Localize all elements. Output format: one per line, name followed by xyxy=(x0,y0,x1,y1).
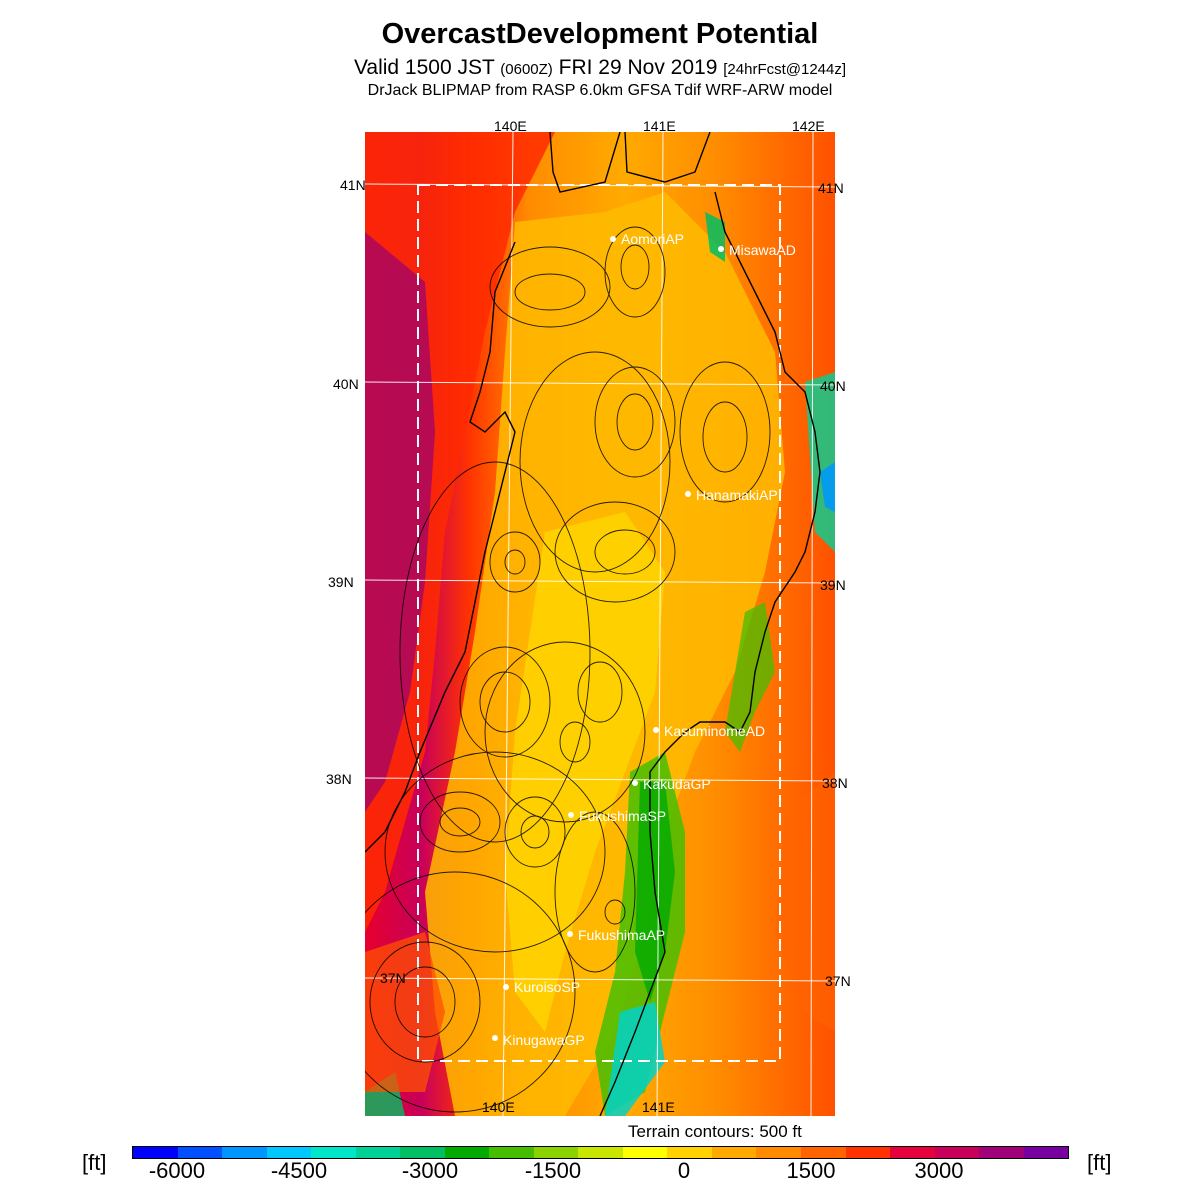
forecast-map xyxy=(365,132,835,1116)
terrain-contours xyxy=(365,226,771,1113)
map-field xyxy=(365,132,835,1116)
colorbar-unit-left: [ft] xyxy=(82,1150,107,1175)
colorbar-swatch xyxy=(355,1147,401,1158)
colorbar-swatch xyxy=(1023,1147,1069,1158)
colorbar-tick-label: 0 xyxy=(677,1158,691,1183)
lat-label-38n: 38N xyxy=(326,771,352,787)
lat-label-41n-right: 41N xyxy=(818,180,844,196)
colorbar-swatch xyxy=(177,1147,223,1158)
colorbar-swatch xyxy=(845,1147,891,1158)
lat-label-39n: 39N xyxy=(328,574,354,590)
valid-time-line: Valid 1500 JST (0600Z) FRI 29 Nov 2019 [… xyxy=(0,56,1200,80)
valid-date: FRI 29 Nov 2019 xyxy=(558,56,718,79)
lon-label-bottom-140e: 140E xyxy=(482,1099,515,1115)
lon-label-top-142e: 142E xyxy=(792,118,825,134)
colorbar-swatch xyxy=(400,1147,445,1158)
colorbar-swatch xyxy=(533,1147,579,1158)
colorbar-swatch xyxy=(800,1147,846,1158)
colorbar-swatch xyxy=(311,1147,356,1158)
lon-label-bottom-141e: 141E xyxy=(642,1099,675,1115)
colorbar-swatch xyxy=(711,1147,757,1158)
colorbar-tick-label: 1500 xyxy=(786,1158,836,1183)
model-description: DrJack BLIPMAP from RASP 6.0km GFSA Tdif… xyxy=(367,82,833,99)
domain-box xyxy=(417,184,781,1062)
colorbar-tick-label: -1500 xyxy=(524,1158,582,1183)
station-label-kakudagp: KakudaGP xyxy=(643,776,711,792)
valid-utc: (0600Z) xyxy=(500,61,553,78)
lon-label-top-141e: 141E xyxy=(643,118,676,134)
colorbar-tick-label: -3000 xyxy=(401,1158,459,1183)
colorbar-swatch xyxy=(756,1147,801,1158)
station-label-kuroisosp: KuroisoSP xyxy=(514,979,581,995)
colorbar-swatch xyxy=(667,1147,712,1158)
colorbar-swatch xyxy=(979,1147,1024,1158)
colorbar-unit-right: [ft] xyxy=(1087,1150,1112,1175)
station-label-aomoriap: AomoriAP xyxy=(621,231,685,247)
colorbar-swatch xyxy=(890,1147,935,1158)
station-markers xyxy=(492,236,724,1041)
lat-label-40n-right: 40N xyxy=(820,378,846,394)
lat-label-39n-right: 39N xyxy=(820,577,846,593)
colorbar-swatch xyxy=(489,1147,534,1158)
lat-label-37n-right: 37N xyxy=(825,973,851,989)
coastline xyxy=(365,132,821,1116)
colorbar xyxy=(132,1146,1069,1159)
colorbar-tick-label: -4500 xyxy=(270,1158,328,1183)
station-label-fukushimaap: FukushimaAP xyxy=(578,927,666,943)
colorbar-swatch xyxy=(622,1147,668,1158)
lat-label-37n: 37N xyxy=(380,970,406,986)
lat-label-38n-right: 38N xyxy=(822,775,848,791)
colorbar-swatch xyxy=(444,1147,490,1158)
valid-main: Valid 1500 JST xyxy=(353,56,495,79)
colorbar-tick-label: -6000 xyxy=(148,1158,206,1183)
station-label-kinugawagp: KinugawaGP xyxy=(503,1032,585,1048)
lat-label-40n: 40N xyxy=(333,376,359,392)
colorbar-swatch xyxy=(222,1147,267,1158)
station-label-hanamakiap: HanamakiAP xyxy=(696,487,778,503)
colorbar-swatch xyxy=(266,1147,312,1158)
forecast-info: [24hrFcst@1244z] xyxy=(723,61,847,78)
colorbar-swatch xyxy=(934,1147,980,1158)
station-label-kasuminomead: KasuminomeAD xyxy=(664,723,766,739)
station-label-fukushimasp: FukushimaSP xyxy=(579,808,667,824)
colorbar-swatch xyxy=(578,1147,623,1158)
colorbar-tick-label: 3000 xyxy=(914,1158,964,1183)
station-label-misawaad: MisawaAD xyxy=(729,242,796,258)
terrain-contour-note: Terrain contours: 500 ft xyxy=(628,1122,802,1141)
chart-title: OvercastDevelopment Potential xyxy=(381,18,819,50)
lat-label-41n: 41N xyxy=(340,177,366,193)
lon-label-top-140e: 140E xyxy=(494,118,527,134)
colorbar-swatch xyxy=(133,1147,178,1158)
